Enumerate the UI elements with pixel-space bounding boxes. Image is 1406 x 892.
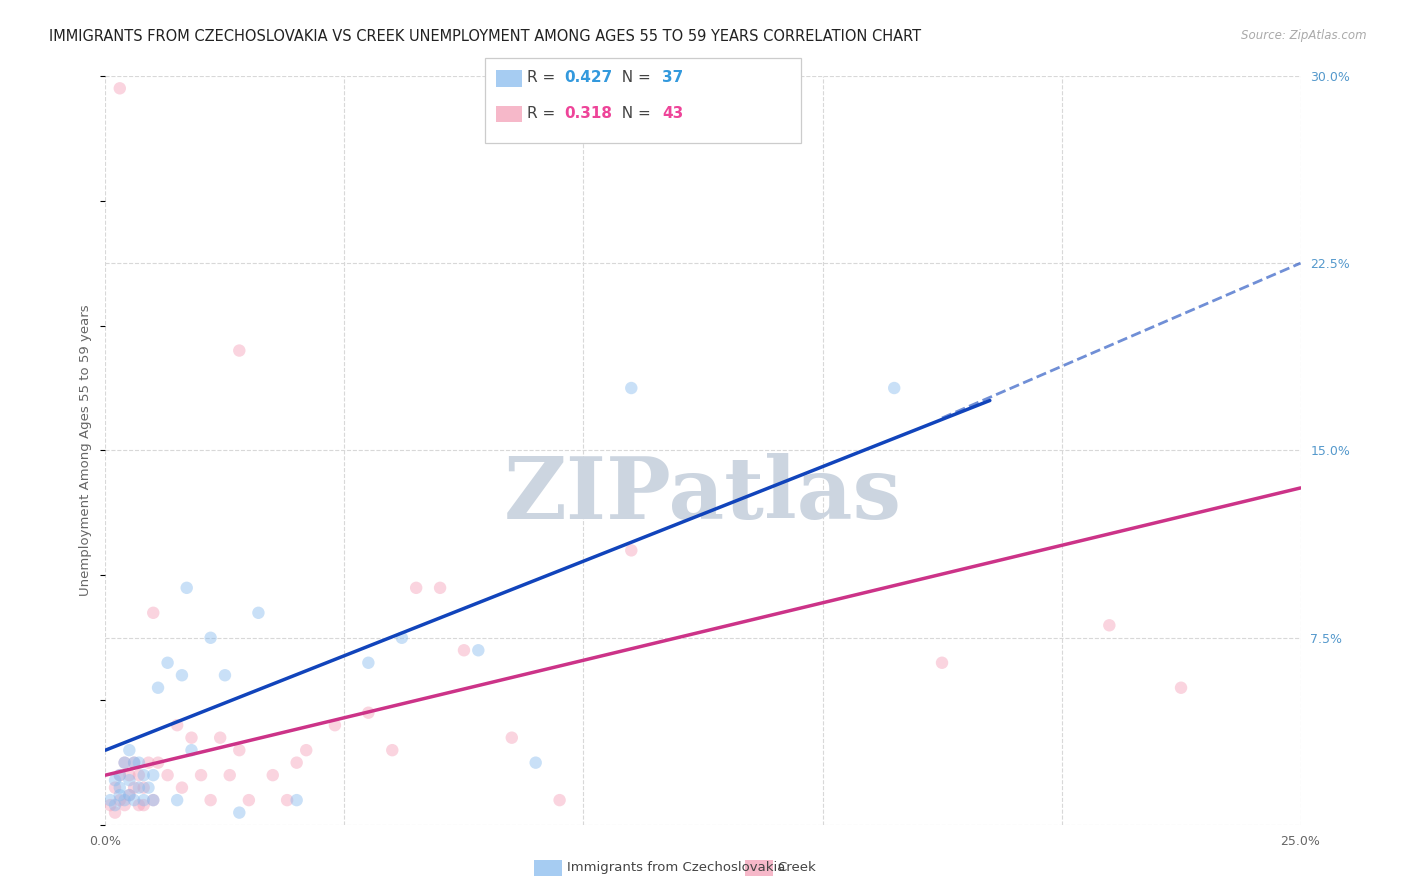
Point (138, 756, 160, 770)
Text: 0.427: 0.427 (564, 70, 612, 85)
Point (247, 606, 270, 620)
Text: Creek: Creek (778, 861, 817, 873)
Text: Source: ZipAtlas.com: Source: ZipAtlas.com (1241, 29, 1367, 42)
Point (228, 343, 250, 358)
Point (104, 780, 127, 795)
Point (218, 768, 240, 782)
Point (170, 668, 193, 682)
Point (108, 788, 131, 802)
Point (128, 768, 150, 782)
Point (104, 805, 127, 820)
Point (381, 743, 404, 757)
Point (132, 768, 155, 782)
Point (146, 756, 169, 770)
Point (357, 656, 380, 670)
Point (156, 656, 179, 670)
Point (146, 681, 169, 695)
Point (132, 798, 155, 813)
Point (180, 731, 202, 745)
Point (357, 706, 380, 720)
Point (548, 793, 571, 807)
Text: Immigrants from Czechoslovakia: Immigrants from Czechoslovakia (567, 861, 785, 873)
Point (429, 581, 451, 595)
Text: IMMIGRANTS FROM CZECHOSLOVAKIA VS CREEK UNEMPLOYMENT AMONG AGES 55 TO 59 YEARS C: IMMIGRANTS FROM CZECHOSLOVAKIA VS CREEK … (49, 29, 921, 44)
Text: ZIPatlas: ZIPatlas (503, 453, 903, 537)
Point (128, 798, 150, 813)
Point (142, 793, 165, 807)
Point (209, 731, 232, 745)
Point (142, 793, 165, 807)
Point (524, 756, 547, 770)
Text: 43: 43 (662, 106, 683, 120)
Point (931, 656, 953, 670)
Point (114, 798, 136, 813)
Text: N =: N = (612, 106, 655, 120)
Point (142, 768, 165, 782)
Text: R =: R = (527, 106, 561, 120)
Point (156, 768, 179, 782)
Point (323, 718, 346, 732)
Point (108, 81, 131, 95)
Point (108, 780, 131, 795)
Point (190, 768, 212, 782)
Point (98, 798, 121, 813)
Point (238, 793, 260, 807)
Point (1098, 618, 1121, 632)
Point (128, 756, 150, 770)
Point (166, 718, 188, 732)
Point (166, 793, 188, 807)
Point (295, 743, 318, 757)
Point (228, 805, 250, 820)
Point (142, 606, 165, 620)
Point (170, 780, 193, 795)
Text: R =: R = (527, 70, 561, 85)
Point (262, 768, 284, 782)
Point (114, 756, 136, 770)
Point (883, 381, 905, 395)
Point (200, 793, 222, 807)
Text: 37: 37 (662, 70, 683, 85)
Point (114, 756, 136, 770)
Text: N =: N = (612, 70, 655, 85)
Point (285, 793, 308, 807)
Point (501, 731, 523, 745)
Point (118, 788, 141, 802)
Point (122, 793, 145, 807)
Point (467, 643, 489, 657)
Point (200, 631, 222, 645)
Point (132, 780, 155, 795)
Point (104, 798, 127, 813)
Point (138, 780, 160, 795)
Point (453, 643, 475, 657)
Point (118, 773, 141, 788)
Point (176, 581, 198, 595)
Point (620, 543, 643, 558)
Point (118, 788, 141, 802)
Point (104, 773, 127, 788)
Point (620, 381, 643, 395)
Point (122, 756, 145, 770)
Point (128, 780, 150, 795)
Y-axis label: Unemployment Among Ages 55 to 59 years: Unemployment Among Ages 55 to 59 years (79, 305, 93, 596)
Point (108, 768, 131, 782)
Point (118, 768, 141, 782)
Point (285, 756, 308, 770)
Point (405, 581, 427, 595)
Point (132, 793, 155, 807)
Point (122, 780, 145, 795)
Text: 0.318: 0.318 (564, 106, 612, 120)
Point (118, 743, 141, 757)
Point (391, 631, 413, 645)
Point (108, 768, 131, 782)
Point (228, 743, 250, 757)
Point (180, 743, 202, 757)
Point (122, 756, 145, 770)
Point (108, 793, 131, 807)
Point (114, 793, 136, 807)
Point (214, 668, 236, 682)
Point (276, 793, 298, 807)
Point (98, 793, 121, 807)
Point (1170, 681, 1192, 695)
